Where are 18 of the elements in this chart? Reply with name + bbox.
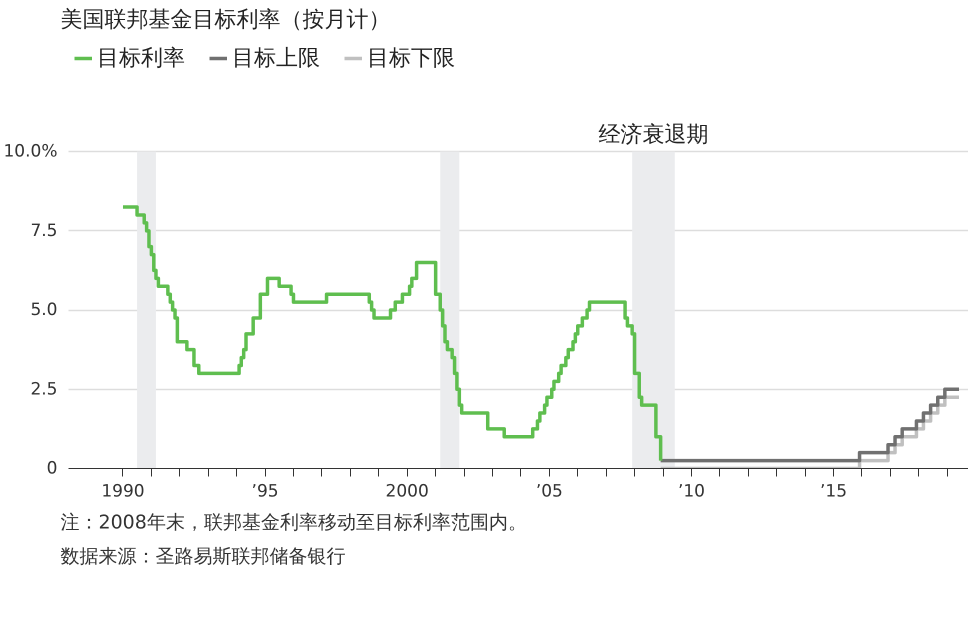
source-note: 数据来源：圣路易斯联邦储备银行 [60, 546, 346, 568]
y-tick-label: 2.5 [30, 379, 58, 400]
x-tick-label: 1990 [101, 482, 145, 502]
x-tick-label: ’15 [820, 482, 848, 502]
band-label: 经济衰退期 [598, 122, 708, 148]
x-tick-label: 2000 [386, 482, 429, 502]
y-tick-label: 5.0 [30, 300, 58, 320]
chart-title: 美国联邦基金目标利率（按月计） [60, 8, 390, 32]
legend-label: 目标利率 [97, 45, 185, 73]
y-tick-label: 10.0% [3, 142, 58, 162]
legend-label: 目标上限 [232, 45, 320, 73]
text: 注：2008年末，联邦基金利率移动至目标利率范围内。 [60, 512, 527, 534]
y-tick-label: 7.5 [30, 220, 58, 241]
legend-label: 目标下限 [367, 45, 455, 73]
y-tick-label: 0 [46, 458, 58, 478]
x-tick-label: ’05 [536, 482, 563, 502]
x-tick-label: ’10 [678, 482, 705, 502]
x-tick-label: ’95 [252, 482, 279, 502]
